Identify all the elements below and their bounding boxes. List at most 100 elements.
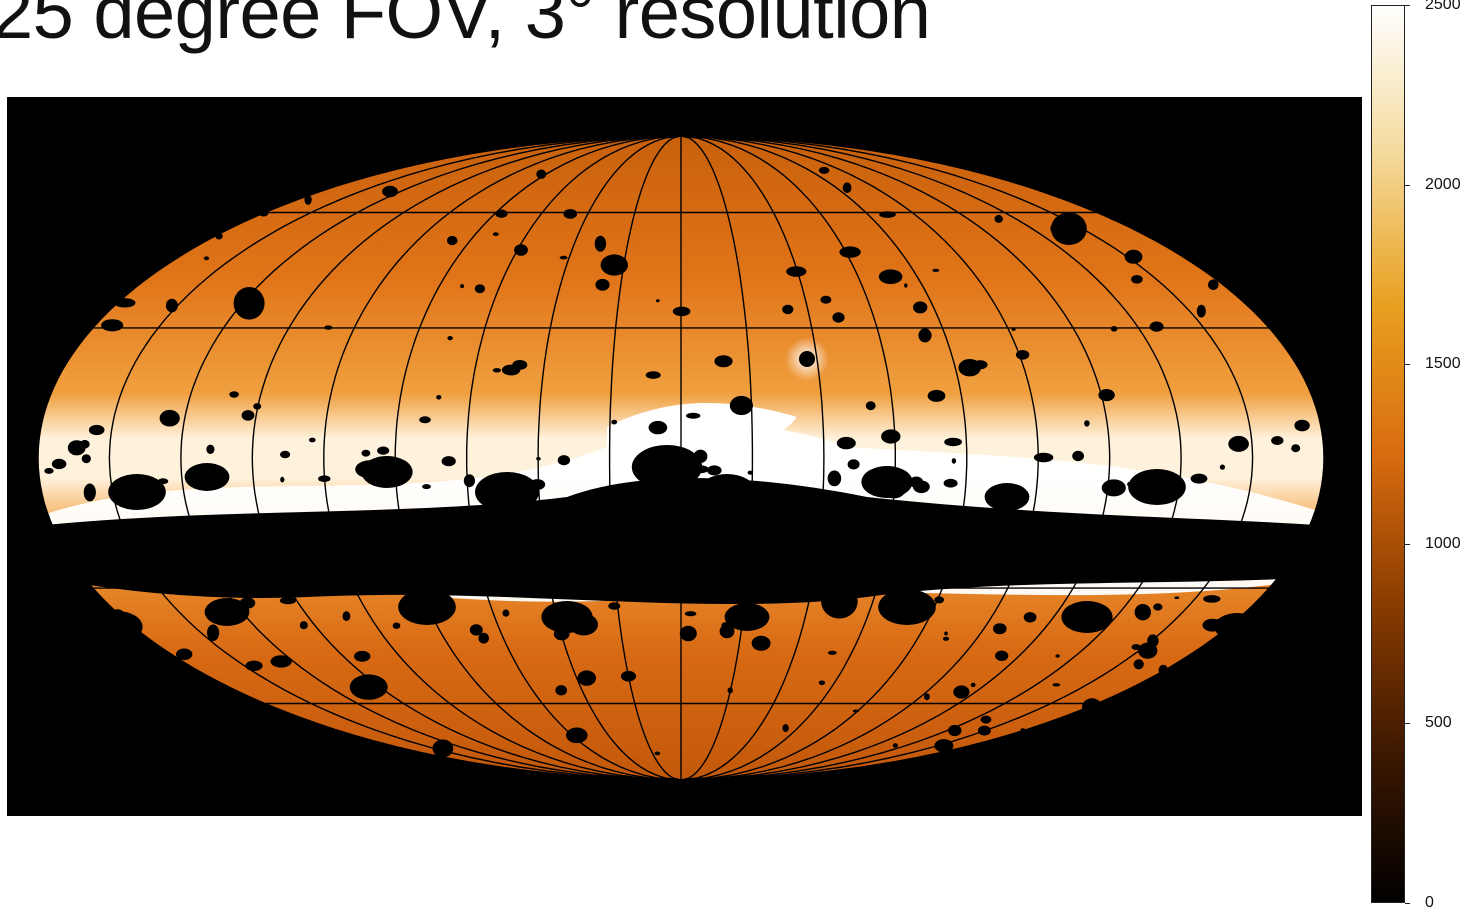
plot-title: 25 degree FOV, 3° resolution	[0, 0, 931, 54]
masked-island	[204, 598, 250, 626]
masked-blob	[654, 751, 661, 756]
colorbar-tick-label: 2500	[1425, 0, 1461, 13]
masked-blob	[82, 212, 87, 218]
masked-blob	[57, 750, 66, 756]
masked-blob	[594, 235, 607, 252]
colorbar-tick-mark	[1405, 723, 1410, 725]
masked-blob	[206, 444, 215, 454]
masked-blob	[436, 395, 442, 400]
masked-blob	[159, 409, 180, 427]
masked-blob	[847, 459, 860, 470]
masked-blob	[299, 621, 308, 630]
masked-blob	[655, 299, 660, 303]
colorbar-tick-label: 2000	[1425, 175, 1461, 193]
masked-blob	[514, 244, 528, 256]
masked-blob	[176, 648, 193, 661]
masked-blob	[927, 389, 946, 402]
masked-island	[984, 483, 1030, 511]
masked-blob	[904, 283, 908, 288]
masked-blob	[719, 624, 735, 639]
masked-blob	[155, 197, 165, 206]
masked-blob	[818, 166, 830, 174]
masked-blob	[1082, 698, 1102, 716]
masked-blob	[1110, 326, 1118, 332]
masked-blob	[1072, 450, 1084, 462]
masked-blob	[1174, 596, 1180, 599]
masked-blob	[1261, 634, 1277, 645]
masked-blob	[81, 454, 91, 464]
masked-blob	[280, 476, 285, 483]
masked-blob	[1192, 658, 1219, 684]
masked-blob	[87, 298, 102, 310]
masked-blob	[751, 635, 771, 651]
masked-blob	[555, 685, 567, 696]
masked-blob	[41, 704, 53, 717]
masked-island	[698, 474, 756, 510]
masked-blob	[1055, 654, 1060, 658]
masked-blob	[91, 245, 97, 249]
masked-blob	[786, 266, 807, 277]
masked-blob	[600, 254, 628, 276]
masked-blob	[913, 301, 928, 314]
masked-blob	[611, 419, 618, 425]
masked-blob	[245, 660, 263, 671]
sky-map-panel	[7, 97, 1362, 816]
masked-blob	[707, 465, 722, 476]
masked-island	[91, 611, 143, 643]
colorbar	[1371, 5, 1405, 903]
masked-blob	[1101, 479, 1126, 497]
masked-blob	[1190, 473, 1208, 484]
masked-blob	[432, 739, 454, 758]
masked-blob	[495, 209, 508, 218]
galactic-plane-mask	[38, 478, 1324, 605]
masked-blob	[1052, 683, 1061, 687]
masked-blob	[1153, 603, 1163, 611]
sky-boundary	[37, 135, 1325, 781]
central-bright-cloud	[607, 403, 797, 457]
masked-blob	[944, 437, 962, 447]
masked-blob	[502, 609, 510, 617]
masked-blob	[832, 312, 845, 323]
masked-blob	[102, 163, 124, 173]
masked-blob	[1271, 436, 1284, 445]
masked-blob	[943, 478, 958, 488]
masked-blob	[67, 440, 86, 456]
masked-blob	[233, 287, 265, 320]
masked-blob	[492, 232, 499, 237]
masked-blob	[918, 328, 932, 343]
masked-blob	[684, 611, 697, 617]
masked-blob	[65, 295, 81, 305]
masked-blob	[729, 395, 754, 416]
masked-blob	[953, 685, 970, 699]
masked-blob	[1033, 452, 1054, 463]
masked-blob	[948, 724, 962, 737]
masked-blob	[446, 235, 458, 246]
masked-blob	[686, 412, 701, 419]
masked-blob	[878, 269, 903, 284]
masked-blob	[474, 284, 485, 294]
masked-blob	[913, 480, 930, 494]
masked-blob	[447, 336, 453, 341]
masked-blob	[419, 416, 431, 424]
masked-blob	[980, 715, 992, 724]
masked-blob	[101, 319, 124, 332]
masked-blob	[88, 424, 105, 436]
masked-blob	[610, 488, 621, 497]
masked-blob	[377, 446, 390, 455]
masked-blob	[229, 391, 239, 398]
masked-blob	[1212, 165, 1221, 171]
masked-blob	[414, 752, 419, 756]
masked-blob	[270, 655, 292, 668]
masked-blob	[1015, 350, 1030, 360]
masked-blob	[566, 727, 588, 744]
masked-blob	[1215, 640, 1222, 647]
colorbar-tick-mark	[1405, 903, 1410, 904]
masked-blob	[96, 269, 111, 282]
masked-blob	[280, 450, 291, 459]
masked-blob	[422, 484, 431, 490]
masked-blob	[83, 483, 96, 502]
masked-blob	[1233, 674, 1250, 686]
masked-blob	[1228, 435, 1249, 452]
masked-blob	[44, 467, 54, 474]
masked-blob	[354, 650, 371, 662]
